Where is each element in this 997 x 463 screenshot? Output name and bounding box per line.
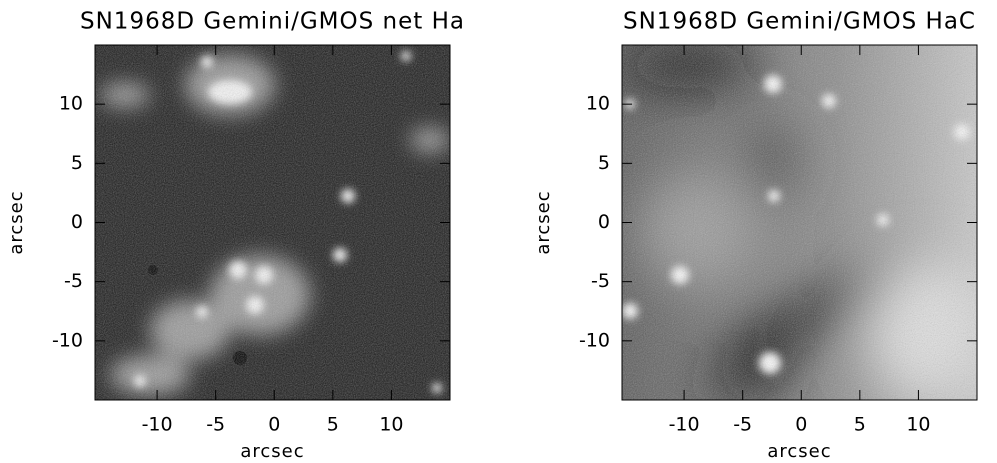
x-axis-label: arcsec [240, 441, 304, 462]
chart-title: SN1968D Gemini/GMOS net Ha [80, 9, 465, 35]
y-tick-label: -10 [579, 329, 610, 351]
y-tick-label: -5 [64, 270, 83, 292]
x-tick-label: -5 [733, 414, 752, 436]
x-tick-label: -10 [669, 414, 700, 436]
y-tick-label: 0 [598, 211, 610, 233]
y-tick-label: 5 [598, 152, 610, 174]
x-tick-label: -10 [142, 414, 173, 436]
x-tick-label: 0 [268, 414, 280, 436]
image-net-ha [95, 45, 450, 400]
x-tick-label: -5 [206, 414, 225, 436]
y-axis-label: arcsec [533, 190, 554, 254]
y-tick-label: 10 [586, 93, 610, 115]
y-tick-label: 5 [71, 152, 83, 174]
x-tick-label: 5 [854, 414, 866, 436]
y-tick-label: -10 [52, 329, 83, 351]
y-tick-label: -5 [591, 270, 610, 292]
x-tick-label: 10 [906, 414, 930, 436]
x-axis-label: arcsec [767, 441, 831, 462]
y-axis-label: arcsec [6, 190, 27, 254]
chart-title: SN1968D Gemini/GMOS HaC [623, 9, 976, 35]
image-hac [622, 45, 977, 400]
x-tick-label: 0 [795, 414, 807, 436]
x-tick-label: 10 [379, 414, 403, 436]
y-tick-label: 10 [59, 93, 83, 115]
y-tick-label: 0 [71, 211, 83, 233]
x-tick-label: 5 [327, 414, 339, 436]
